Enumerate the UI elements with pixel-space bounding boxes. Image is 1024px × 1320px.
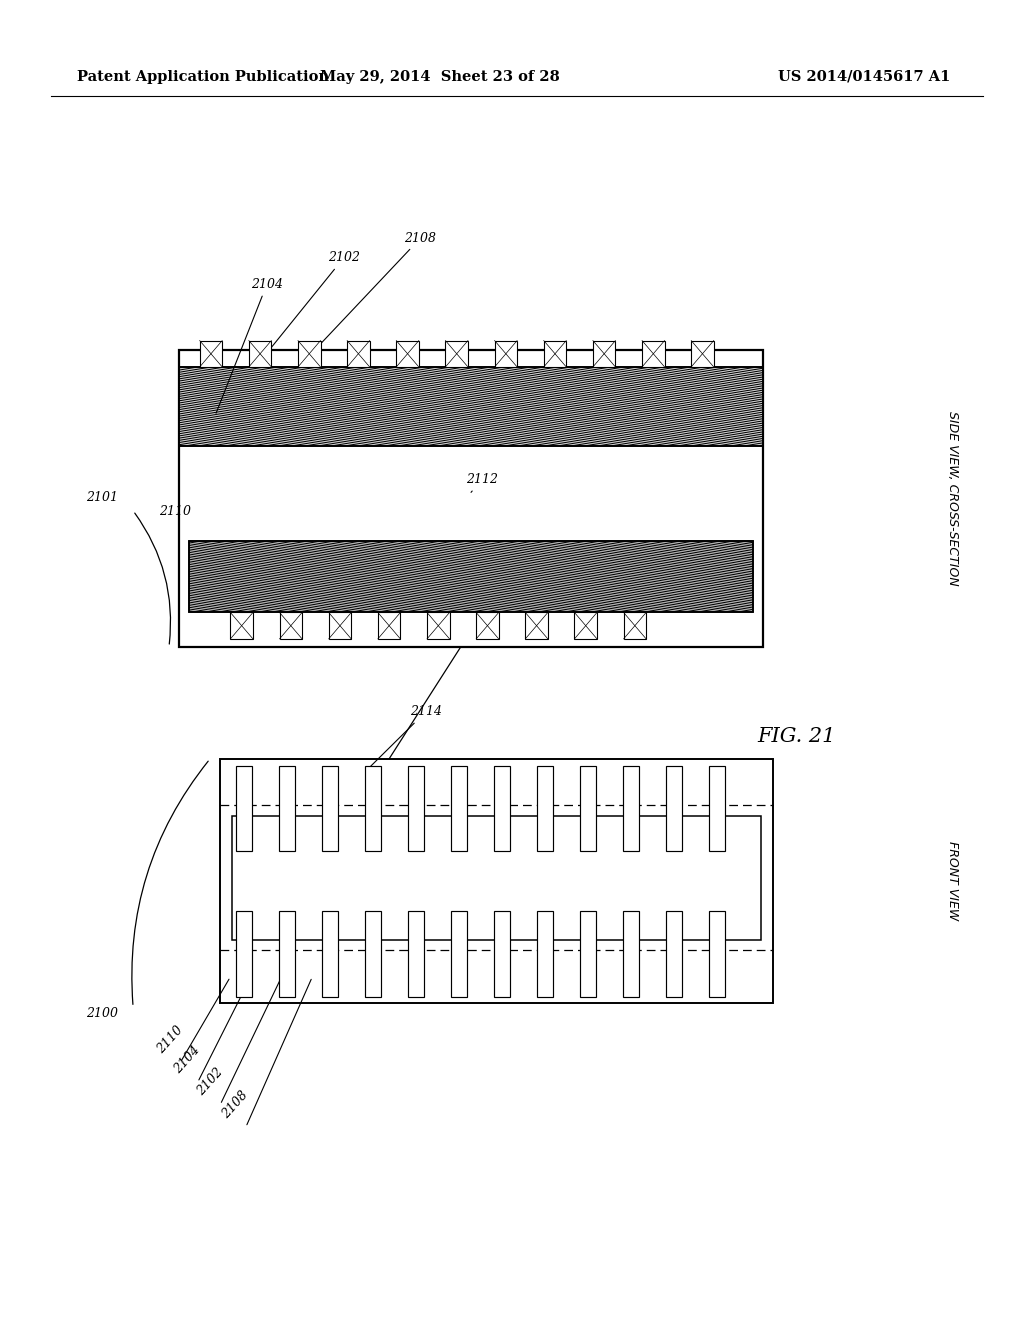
Text: 2110: 2110 xyxy=(155,1023,185,1056)
Text: 2108: 2108 xyxy=(319,231,436,345)
Text: Patent Application Publication: Patent Application Publication xyxy=(77,70,329,83)
Text: 2102: 2102 xyxy=(268,251,359,351)
Bar xyxy=(642,341,665,367)
Bar xyxy=(322,911,338,997)
Bar xyxy=(537,911,553,997)
Bar xyxy=(624,612,646,639)
Bar xyxy=(445,341,468,367)
Bar xyxy=(236,766,252,851)
Bar xyxy=(179,367,763,446)
Bar xyxy=(580,911,596,997)
Bar xyxy=(666,766,682,851)
Text: SIDE VIEW, CROSS-SECTION: SIDE VIEW, CROSS-SECTION xyxy=(946,411,958,586)
Bar xyxy=(220,759,773,1003)
Text: FIG. 21: FIG. 21 xyxy=(758,727,837,746)
Bar xyxy=(230,612,253,639)
Bar xyxy=(525,612,548,639)
Bar xyxy=(408,911,424,997)
Bar xyxy=(427,612,450,639)
Text: May 29, 2014  Sheet 23 of 28: May 29, 2014 Sheet 23 of 28 xyxy=(321,70,560,83)
Text: 2104: 2104 xyxy=(216,277,283,413)
Bar xyxy=(322,766,338,851)
Bar xyxy=(396,341,419,367)
Text: 2100: 2100 xyxy=(86,1007,118,1020)
Bar xyxy=(623,766,639,851)
Bar xyxy=(623,911,639,997)
Text: 2114: 2114 xyxy=(371,705,441,767)
Bar xyxy=(365,911,381,997)
Bar xyxy=(408,766,424,851)
Bar xyxy=(495,341,517,367)
Bar xyxy=(494,766,510,851)
Text: 2112: 2112 xyxy=(466,473,498,492)
Bar xyxy=(232,816,761,940)
Bar xyxy=(666,911,682,997)
Text: 2110: 2110 xyxy=(159,502,190,517)
Bar xyxy=(179,367,763,446)
Text: 2104: 2104 xyxy=(172,1043,203,1076)
Bar xyxy=(347,341,370,367)
Bar xyxy=(691,341,714,367)
Bar xyxy=(476,612,499,639)
Bar xyxy=(189,541,753,612)
Bar xyxy=(451,766,467,851)
Bar xyxy=(298,341,321,367)
Bar xyxy=(451,911,467,997)
Bar xyxy=(365,766,381,851)
Text: FRONT VIEW: FRONT VIEW xyxy=(946,841,958,921)
Bar xyxy=(179,350,763,647)
Bar xyxy=(574,612,597,639)
Bar xyxy=(329,612,351,639)
Bar xyxy=(494,911,510,997)
Bar xyxy=(280,612,302,639)
Text: US 2014/0145617 A1: US 2014/0145617 A1 xyxy=(778,70,950,83)
Bar xyxy=(279,911,295,997)
Bar xyxy=(279,766,295,851)
Bar xyxy=(709,911,725,997)
Text: 2101: 2101 xyxy=(86,491,118,504)
Text: 2102: 2102 xyxy=(195,1065,225,1098)
Bar xyxy=(200,341,222,367)
Bar xyxy=(709,766,725,851)
Bar xyxy=(544,341,566,367)
Bar xyxy=(537,766,553,851)
Bar xyxy=(593,341,615,367)
Bar xyxy=(580,766,596,851)
Bar xyxy=(249,341,271,367)
Bar xyxy=(236,911,252,997)
Text: 2108: 2108 xyxy=(220,1088,251,1121)
Bar xyxy=(189,541,753,612)
Bar xyxy=(378,612,400,639)
